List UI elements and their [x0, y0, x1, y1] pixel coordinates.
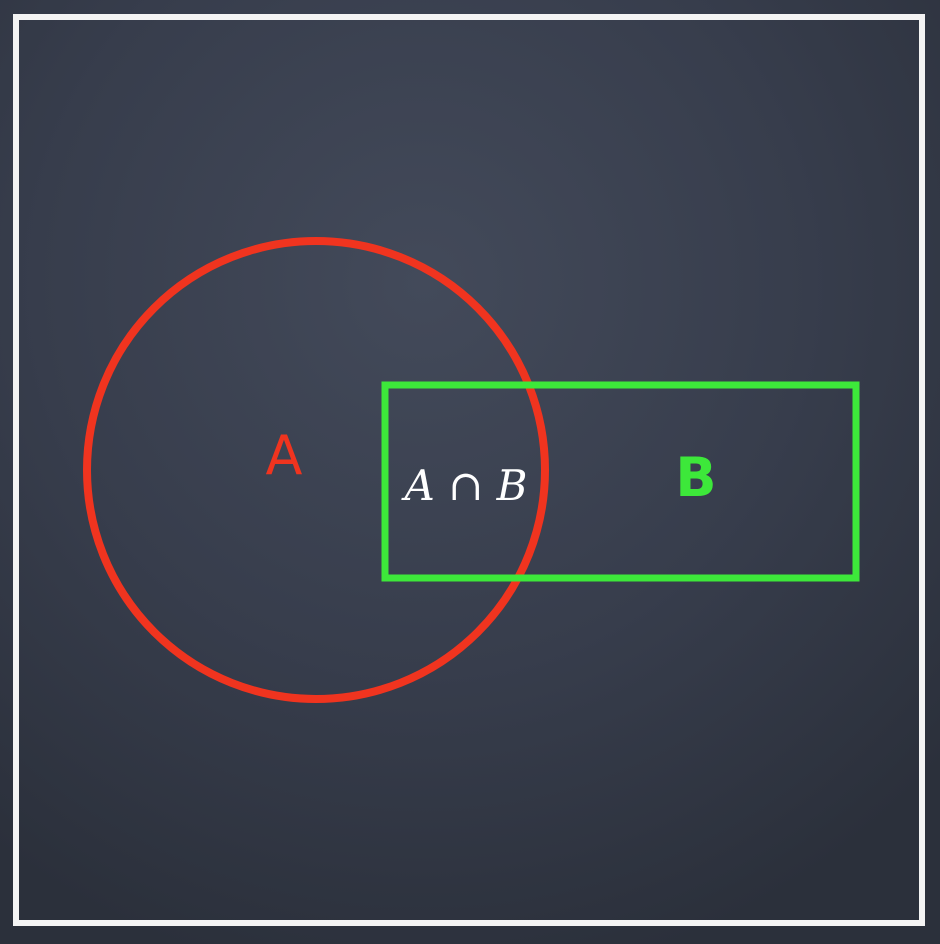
set-b-label: B [675, 446, 716, 509]
set-b-rectangle [381, 381, 860, 582]
intersection-label: A ∩ B [400, 461, 527, 510]
set-a-circle [83, 237, 549, 703]
universe-frame [13, 14, 925, 926]
set-a-label: A [266, 424, 303, 487]
